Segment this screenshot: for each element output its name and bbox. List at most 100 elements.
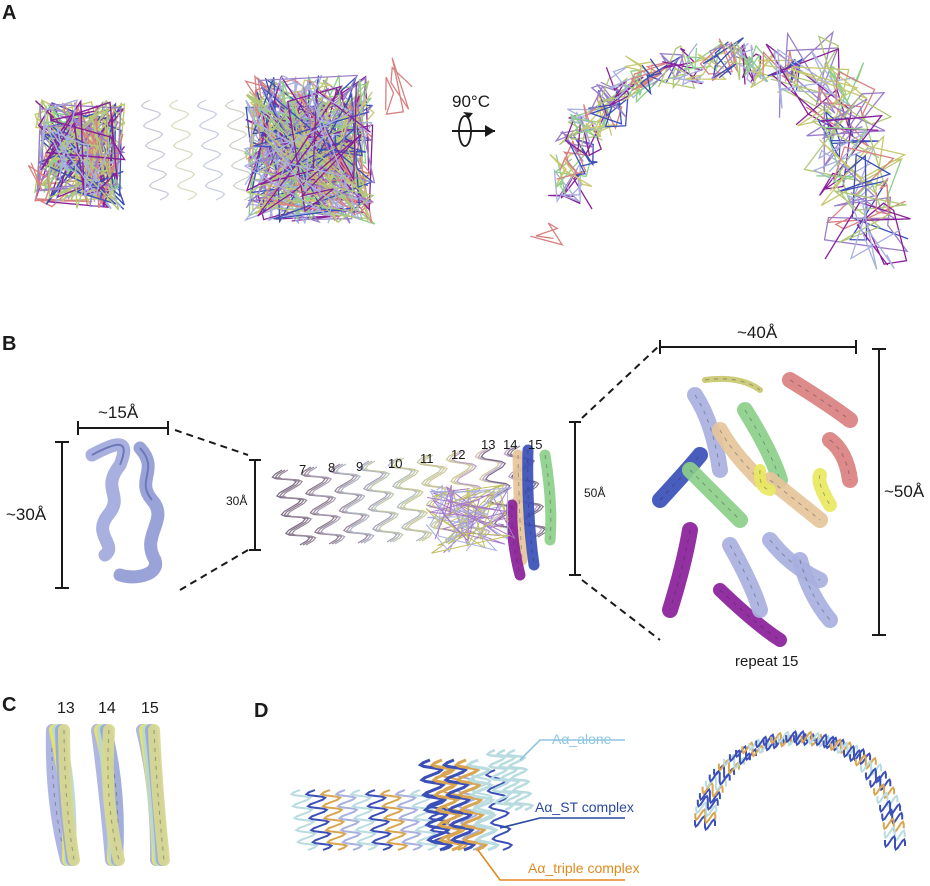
helix-trace: [484, 769, 514, 851]
helix-trace: [829, 738, 852, 755]
helix-ribbon-edge: [689, 469, 741, 521]
helix-trace: [300, 466, 340, 545]
helix-trace: [505, 748, 535, 812]
backbone-trace: [39, 99, 113, 198]
repeat-caption: repeat 15: [735, 653, 799, 670]
helix-ribbon: [148, 724, 170, 866]
helix-trace: [306, 466, 346, 545]
helix-trace: [349, 789, 379, 851]
helix-trace: [876, 791, 899, 808]
helix-ribbon: [662, 522, 698, 618]
helix-trace: [224, 99, 254, 201]
backbone-trace: [624, 55, 655, 101]
mid-height-label: 30Å: [226, 494, 248, 508]
scale-bar-mid: [249, 459, 261, 551]
backbone-trace: [875, 177, 890, 215]
backbone-trace: [743, 44, 777, 82]
backbone-trace: [243, 74, 360, 221]
helix-trace: [864, 767, 887, 784]
helix-ribbon: [782, 372, 858, 428]
helix-trace: [329, 463, 369, 544]
helix-trace: [884, 834, 906, 852]
helix-ribbon-edge: [669, 529, 691, 611]
panel-d-arc-view: [694, 730, 906, 852]
helix-ribbon: [792, 552, 838, 628]
helix-trace: [695, 801, 718, 818]
repeats-13-15-cartoon: [45, 724, 170, 866]
helix-trace: [728, 749, 751, 766]
helix-trace: [196, 99, 226, 201]
helix-ribbon: [512, 449, 528, 566]
backbone-trace: [824, 201, 911, 266]
helix-ribbon-edge: [517, 454, 523, 561]
backbone-trace: [847, 194, 902, 270]
repeat-number-11: 11: [420, 451, 434, 466]
helix-ribbon: [506, 499, 526, 581]
helix-trace: [332, 463, 372, 544]
helix-trace: [274, 469, 314, 546]
backbone-trace: [245, 74, 376, 209]
helix-ribbon-edge: [694, 394, 721, 471]
repeat-number-12: 12: [451, 447, 466, 462]
helix-trace: [453, 758, 489, 852]
helix-ribbon: [762, 472, 828, 528]
zoom-dashes-left: [174, 429, 249, 591]
repeat-number-15: 15: [528, 437, 543, 452]
helix-trace: [379, 789, 409, 851]
repeats-superposition: [271, 444, 557, 581]
legend-leader-lines: [477, 739, 625, 881]
legend-alone: Aα_alone: [552, 731, 612, 747]
helix-trace: [822, 735, 845, 752]
backbone-trace: [623, 69, 660, 104]
repeat-number-9: 9: [356, 459, 364, 474]
big-height-label: ~50Å: [884, 482, 925, 501]
helix-trace: [477, 448, 517, 539]
helix-trace: [694, 808, 717, 825]
backbone-trace: [765, 43, 853, 130]
repeat-15-cartoon: [652, 372, 858, 647]
helix-ribbon: [522, 444, 540, 571]
scale-bars-small-repeat: [55, 421, 169, 589]
helix-trace: [882, 817, 905, 834]
helix-ribbon-edge: [105, 729, 119, 861]
helix-trace: [168, 99, 198, 201]
repeat-number-14: 14: [503, 437, 518, 452]
helix-ribbon-edge: [818, 474, 831, 506]
helix-trace: [465, 758, 501, 852]
backbone-trace: [773, 48, 855, 109]
backbone-trace: [702, 37, 744, 79]
helix-trace: [741, 741, 764, 758]
backbone-trace: [790, 63, 868, 140]
helix-trace: [723, 753, 746, 770]
repeat-number-7: 7: [299, 462, 307, 477]
helix-trace: [390, 457, 430, 542]
panel-c-letter: C: [2, 694, 17, 716]
helix-trace: [387, 457, 427, 542]
helix-ribbon: [702, 375, 763, 393]
helix-ribbon: [58, 724, 80, 866]
helix-ribbon-edge: [759, 469, 771, 491]
helix-trace: [304, 789, 334, 851]
helix-trace: [873, 783, 896, 800]
helix-trace: [394, 789, 424, 851]
helix-ribbon: [682, 462, 748, 528]
backbone-trace: [806, 91, 886, 173]
helix-ribbon: [822, 432, 858, 488]
helix-trace: [334, 789, 364, 851]
backbone-trace: [429, 484, 510, 542]
legend-triple-complex: Aα_triple complex: [528, 860, 640, 876]
helix-ribbon-edge: [719, 589, 781, 641]
helix-ribbon-edge: [527, 449, 535, 566]
panel-b-letter: B: [2, 333, 17, 355]
helix-trace: [445, 451, 485, 540]
panel-d-side-view: [289, 748, 535, 852]
helix-trace: [140, 99, 170, 201]
backbone-trace: [581, 95, 616, 138]
helix-trace: [358, 460, 398, 543]
backbone-trace: [27, 162, 50, 192]
helix-ribbon-edge: [153, 729, 165, 861]
helix-ribbon-edge: [63, 729, 75, 861]
scale-bars-big-repeat: [659, 340, 886, 636]
helix-ribbon-edge: [729, 544, 761, 611]
